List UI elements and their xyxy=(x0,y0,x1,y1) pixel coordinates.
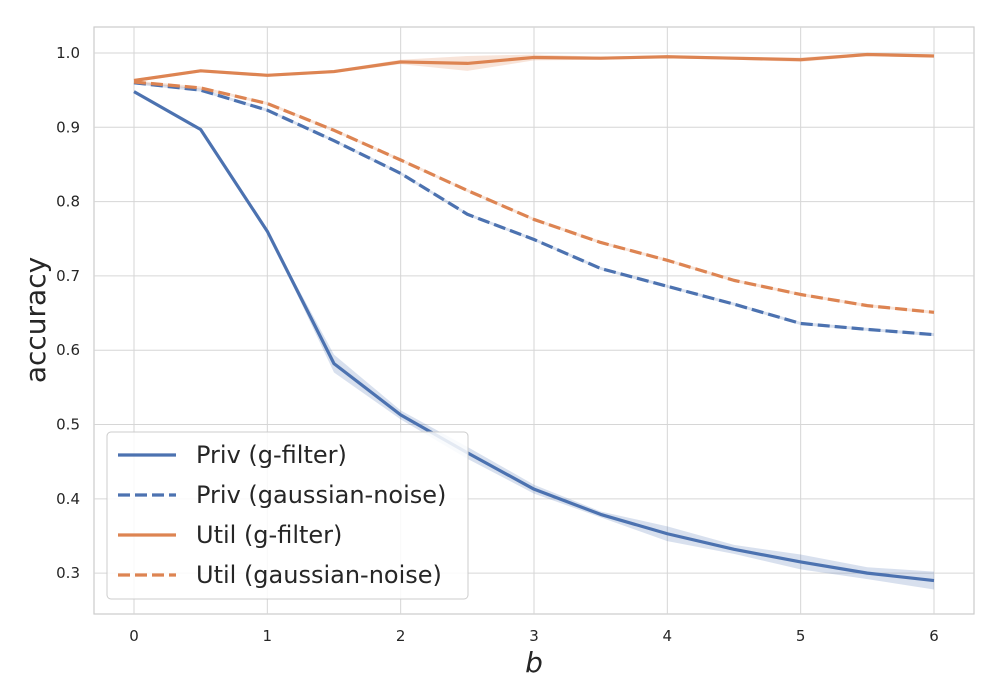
legend-box xyxy=(106,431,469,600)
x-tick-label: 0 xyxy=(129,627,139,645)
priv-gaussian-noise-line xyxy=(133,81,935,337)
x-tick-label: 5 xyxy=(796,627,806,645)
y-tick-label: 0.6 xyxy=(56,341,80,359)
x-tick-label: 4 xyxy=(663,627,673,645)
y-tick-label: 0.7 xyxy=(56,267,80,285)
y-tick-label: 1.0 xyxy=(56,44,80,62)
util-gaussian-noise-line xyxy=(133,80,935,314)
y-tick-label: 0.5 xyxy=(56,416,80,434)
util-g-filter-line xyxy=(133,52,935,83)
legend-label-util-g-filter: Util (g-filter) xyxy=(196,521,342,549)
legend-label-priv-g-filter: Priv (g-filter) xyxy=(196,441,347,469)
y-tick-label: 0.8 xyxy=(56,193,80,211)
priv-g-filter-line xyxy=(133,90,935,583)
x-axis-label: b xyxy=(525,646,543,679)
y-tick-label: 0.9 xyxy=(56,118,80,136)
y-axis-label: accuracy xyxy=(19,257,52,383)
y-tick-label: 0.4 xyxy=(56,490,80,508)
legend-label-util-gaussian-noise: Util (gaussian-noise) xyxy=(196,561,442,589)
x-tick-label: 3 xyxy=(529,627,539,645)
x-tick-label: 6 xyxy=(929,627,939,645)
x-tick-labels: 0 1 2 3 4 5 6 xyxy=(129,627,939,645)
legend: Priv (g-filter) Priv (gaussian-noise) Util… xyxy=(106,431,469,600)
series-lines xyxy=(133,52,935,583)
x-tick-label: 1 xyxy=(263,627,273,645)
y-tick-labels: 0.3 0.4 0.5 0.6 0.7 0.8 0.9 1.0 xyxy=(56,44,80,582)
legend-label-priv-gaussian-noise: Priv (gaussian-noise) xyxy=(196,481,446,509)
y-tick-label: 0.3 xyxy=(56,564,80,582)
x-tick-label: 2 xyxy=(396,627,406,645)
